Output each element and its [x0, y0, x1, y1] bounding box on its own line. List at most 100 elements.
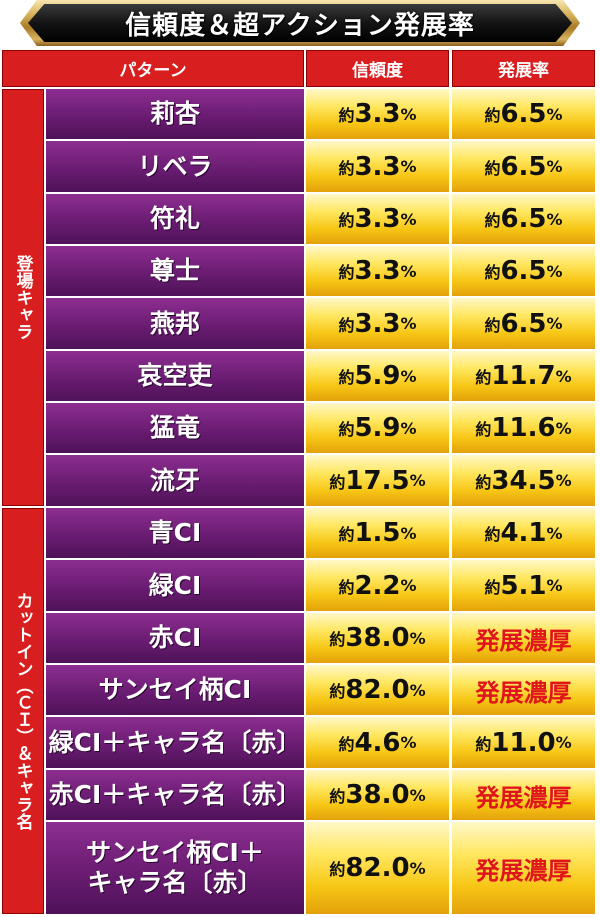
approx-prefix: 約 [329, 472, 346, 492]
trust-cell: 約 2.2% [306, 560, 449, 611]
percent-sign: % [546, 157, 563, 176]
approx-prefix: 約 [484, 211, 501, 230]
title-banner: 信頼度＆超アクション発展率 [28, 4, 572, 42]
percent-sign: % [546, 104, 563, 124]
dev-cell: 約 6.5% [452, 194, 595, 244]
percent-sign: % [400, 366, 417, 386]
percent-sign: % [409, 680, 426, 700]
approx-prefix: 約 [484, 315, 501, 335]
percent-sign: % [555, 418, 572, 438]
approx-prefix: 約 [338, 368, 355, 387]
approx-prefix: 約 [329, 787, 346, 806]
trust-cell: 約 3.3% [306, 194, 449, 244]
approx-prefix: 約 [329, 682, 346, 701]
trust-cell: 約 38.0% [306, 770, 449, 820]
dev-cell: 約 6.5% [452, 141, 595, 192]
dev-cell: 約 6.5% [452, 246, 595, 296]
pattern-cell: 尊士 [46, 246, 304, 296]
approx-prefix: 約 [329, 860, 346, 879]
pattern-cell: 哀空吏 [46, 351, 304, 401]
approx-prefix: 約 [338, 106, 355, 125]
approx-prefix: 約 [484, 158, 501, 178]
approx-prefix: 約 [484, 263, 501, 282]
rate-table: パターン 信頼度 発展率 登場キャラ カットイン（ＣＩ）＆キャラ名 莉杏約 3.3… [0, 50, 600, 917]
rate-value: 2.2 [354, 570, 401, 601]
pattern-cell: 赤CI [46, 613, 304, 663]
rate-value: 3.3 [354, 256, 401, 286]
approx-prefix: 約 [329, 630, 346, 649]
dev-cell: 発展濃厚 [452, 770, 595, 820]
pattern-cell: リベラ [46, 141, 304, 192]
percent-sign: % [555, 471, 572, 490]
rate-value: 3.3 [354, 308, 401, 339]
dev-cell: 約 6.5% [452, 89, 595, 139]
rate-value: 11.0 [491, 727, 556, 758]
trust-cell: 約 82.0% [306, 665, 449, 715]
approx-prefix: 約 [475, 368, 492, 387]
approx-prefix: 約 [484, 525, 501, 544]
percent-sign: % [546, 209, 563, 229]
rate-value: 6.5 [500, 151, 547, 182]
rate-value: 3.3 [354, 151, 401, 182]
approx-prefix: 約 [338, 315, 355, 335]
pattern-cell: サンセイ柄CI [46, 665, 304, 715]
dev-cell: 発展濃厚 [452, 822, 595, 914]
rate-value: 6.5 [500, 99, 547, 129]
rate-value: 6.5 [500, 256, 547, 286]
approx-prefix: 約 [338, 734, 355, 754]
rate-value: 17.5 [345, 465, 410, 496]
rate-value: 5.1 [500, 570, 547, 601]
group-label: 登場キャラ [12, 255, 33, 340]
percent-sign: % [400, 209, 417, 229]
approx-prefix: 約 [338, 577, 355, 597]
rate-value: 82.0 [345, 675, 410, 705]
header-pattern: パターン [2, 50, 304, 87]
rate-value: 3.3 [354, 204, 401, 234]
dev-cell: 約 6.5% [452, 298, 595, 349]
group-label: カットイン（ＣＩ）＆キャラ名 [12, 592, 33, 830]
rate-value: 5.9 [354, 413, 401, 443]
approx-prefix: 約 [338, 420, 355, 439]
pattern-cell: 緑CI [46, 560, 304, 611]
header-dev: 発展率 [452, 50, 595, 87]
pattern-cell: 符礼 [46, 194, 304, 244]
group-cutin: カットイン（ＣＩ）＆キャラ名 [2, 508, 44, 914]
rate-value: 38.0 [345, 623, 410, 653]
rate-value: 38.0 [345, 780, 410, 810]
percent-sign: % [409, 628, 426, 648]
percent-sign: % [400, 418, 417, 438]
pattern-cell: 緑CI＋キャラ名〔赤〕 [46, 717, 304, 768]
pattern-cell: サンセイ柄CI＋ キャラ名〔赤〕 [46, 822, 304, 914]
pattern-cell: 燕邦 [46, 298, 304, 349]
approx-prefix: 約 [338, 263, 355, 282]
trust-cell: 約 1.5% [306, 508, 449, 558]
approx-prefix: 約 [338, 211, 355, 230]
trust-cell: 約 3.3% [306, 298, 449, 349]
pattern-cell: 青CI [46, 508, 304, 558]
percent-sign: % [400, 523, 417, 543]
rate-value: 3.3 [354, 99, 401, 129]
percent-sign: % [409, 785, 426, 805]
approx-prefix: 約 [484, 577, 501, 597]
dev-cell: 約 4.1% [452, 508, 595, 558]
dev-cell: 発展濃厚 [452, 665, 595, 715]
percent-sign: % [400, 314, 417, 333]
percent-sign: % [546, 576, 563, 595]
approx-prefix: 約 [338, 525, 355, 544]
pattern-cell: 赤CI＋キャラ名〔赤〕 [46, 770, 304, 820]
dev-cell: 約 11.0% [452, 717, 595, 768]
trust-cell: 約 3.3% [306, 141, 449, 192]
dev-cell: 約 11.7% [452, 351, 595, 401]
percent-sign: % [400, 576, 417, 595]
pattern-cell: 猛竜 [46, 403, 304, 453]
trust-cell: 約 17.5% [306, 455, 449, 506]
dev-guaranteed-text: 発展濃厚 [475, 678, 572, 707]
trust-cell: 約 3.3% [306, 89, 449, 139]
percent-sign: % [546, 523, 563, 543]
rate-value: 4.1 [500, 518, 547, 548]
trust-cell: 約 82.0% [306, 822, 449, 914]
percent-sign: % [409, 858, 426, 878]
rate-value: 1.5 [354, 518, 401, 548]
rate-value: 6.5 [500, 204, 547, 234]
trust-cell: 約 5.9% [306, 351, 449, 401]
